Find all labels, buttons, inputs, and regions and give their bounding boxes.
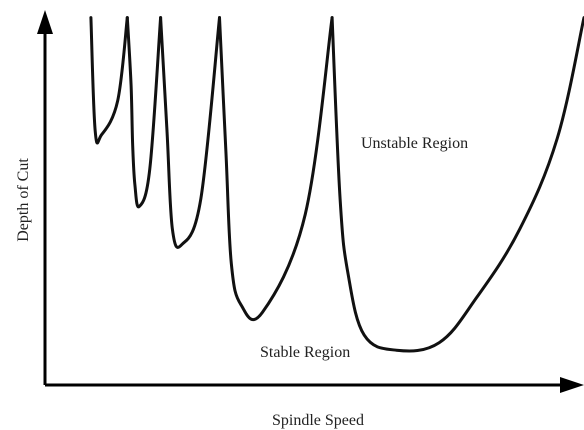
x-axis-label: Spindle Speed [272,412,364,429]
y-axis-label: Depth of Cut [15,158,32,242]
stability-lobe-1 [89,16,129,145]
stable-region-label: Stable Region [260,344,350,361]
stability-lobe-2 [125,16,163,209]
stability-lobe-4 [218,16,334,322]
stability-lobes [89,16,584,353]
stability-lobe-3 [159,16,221,249]
y-axis-arrow [37,10,53,34]
stability-lobe-5 [330,16,584,353]
unstable-region-label: Unstable Region [361,135,468,152]
x-axis-arrow [560,377,584,393]
